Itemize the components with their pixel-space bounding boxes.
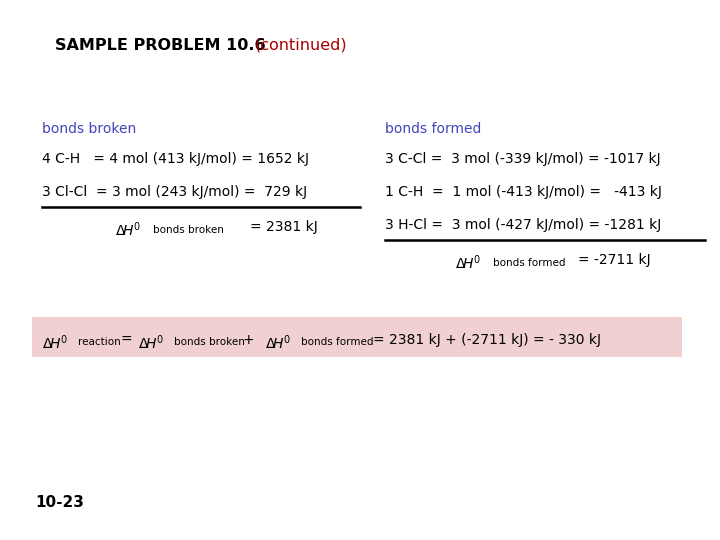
Text: = 2381 kJ: = 2381 kJ [250,220,318,234]
Text: $\Delta\!H^0$: $\Delta\!H^0$ [115,220,141,239]
Text: 3 C-Cl =  3 mol (-339 kJ/mol) = -1017 kJ: 3 C-Cl = 3 mol (-339 kJ/mol) = -1017 kJ [385,152,661,166]
Text: 10-23: 10-23 [35,495,84,510]
Text: +: + [243,333,255,347]
Text: reaction: reaction [78,337,121,347]
Text: $\Delta\!H^0$: $\Delta\!H^0$ [455,253,481,272]
Text: bonds formed: bonds formed [385,122,482,136]
Text: 3 Cl-Cl  = 3 mol (243 kJ/mol) =  729 kJ: 3 Cl-Cl = 3 mol (243 kJ/mol) = 729 kJ [42,185,307,199]
Text: SAMPLE PROBLEM 10.6: SAMPLE PROBLEM 10.6 [55,38,266,53]
Text: 3 H-Cl =  3 mol (-427 kJ/mol) = -1281 kJ: 3 H-Cl = 3 mol (-427 kJ/mol) = -1281 kJ [385,218,661,232]
Text: (continued): (continued) [255,38,348,53]
Text: = -2711 kJ: = -2711 kJ [578,253,651,267]
Text: $\Delta\!H^0$: $\Delta\!H^0$ [138,333,164,352]
Text: $\Delta\!H^0$: $\Delta\!H^0$ [265,333,291,352]
Text: bonds broken: bonds broken [42,122,136,136]
Text: $\Delta\!H^0$: $\Delta\!H^0$ [42,333,68,352]
FancyBboxPatch shape [32,317,682,357]
Text: =: = [120,333,132,347]
Text: bonds formed: bonds formed [493,258,565,268]
Text: 1 C-H  =  1 mol (-413 kJ/mol) =   -413 kJ: 1 C-H = 1 mol (-413 kJ/mol) = -413 kJ [385,185,662,199]
Text: 4 C-H   = 4 mol (413 kJ/mol) = 1652 kJ: 4 C-H = 4 mol (413 kJ/mol) = 1652 kJ [42,152,309,166]
Text: bonds broken: bonds broken [174,337,245,347]
Text: bonds broken: bonds broken [153,225,224,235]
Text: bonds formed: bonds formed [301,337,374,347]
Text: = 2381 kJ + (-2711 kJ) = - 330 kJ: = 2381 kJ + (-2711 kJ) = - 330 kJ [373,333,601,347]
